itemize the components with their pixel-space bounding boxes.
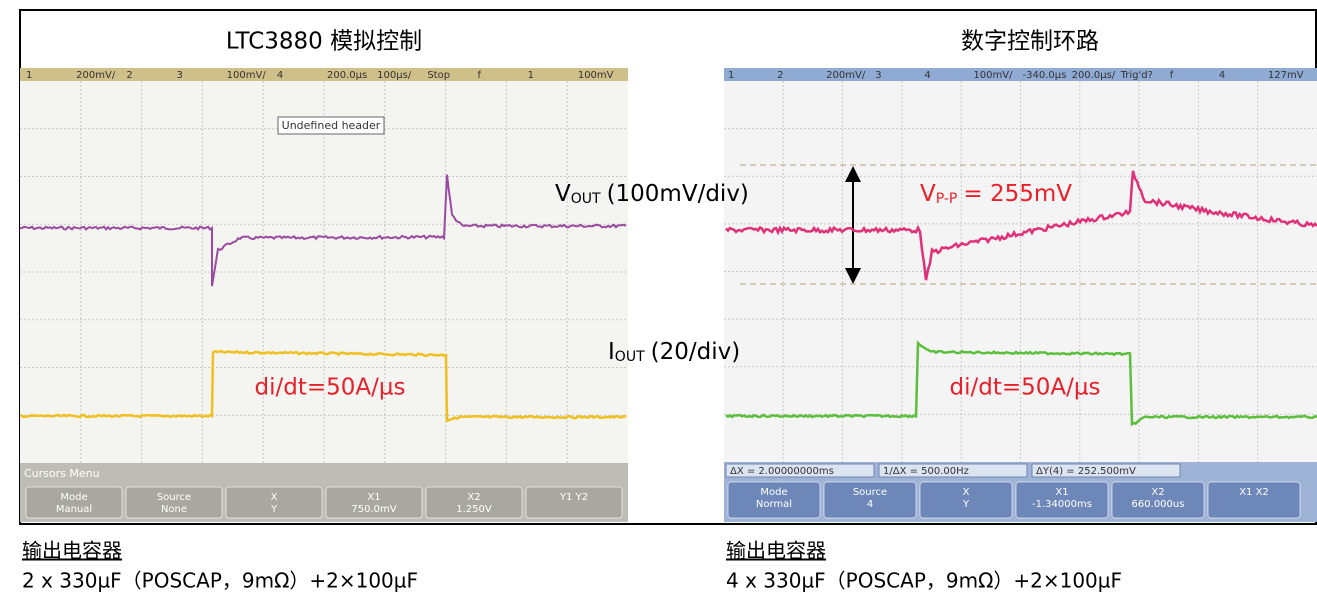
button-label: Y1 Y2 [559,492,588,503]
button-value: Y [962,499,970,510]
right-header-bar [724,68,1317,81]
header-text: 1 [728,70,734,81]
button-value: 660.000us [1132,499,1185,510]
button-value: None [161,504,187,515]
button-label: X1 [1055,487,1068,498]
header-text: 4 [277,70,283,81]
button-label: X2 [1151,487,1164,498]
header-text: 2 [126,70,132,81]
header-text: f [1170,70,1174,81]
button-value: Y [270,504,278,515]
header-text: 127mV [1268,70,1304,81]
button-value: 750.0mV [351,504,396,515]
left-title: LTC3880 模拟控制 [226,29,422,55]
header-text: 4 [1219,70,1225,81]
caption-heading: 输出电容器 [726,539,826,563]
button-label: Mode [760,487,787,498]
header-text: 100µs/ [377,70,412,81]
annotation: di/dt=50A/µs [950,375,1101,401]
button-value: -1.34000ms [1032,499,1092,510]
button-label: X1 [367,492,380,503]
caption-text: 2 x 330µF（POSCAP，9mΩ）+2×100µF [22,569,418,593]
header-text: 3 [177,70,183,81]
button-label: X [271,492,278,503]
button-value: Manual [56,504,92,515]
header-text: 200mV/ [76,70,116,81]
annotation: di/dt=50A/µs [255,375,406,401]
header-text: f [478,70,482,81]
button-value: Normal [756,499,792,510]
button-value: 1.250V [456,504,492,515]
button-label: Mode [60,492,87,503]
header-text: 200.0µs/ [1072,70,1116,81]
readout: 1/ΔX = 500.00Hz [883,466,969,477]
label: Undefined header [282,119,381,132]
header-text: 1 [528,70,534,81]
header-text: 4 [924,70,930,81]
header-text: 200.0µs [327,70,367,81]
figure: LTC3880 模拟控制 数字控制环路 Undefined header di/… [0,0,1317,601]
right-title: 数字控制环路 [961,29,1099,55]
readout: ΔX = 2.00000000ms [730,466,834,477]
button-label: X [963,487,970,498]
button-value: 4 [867,499,873,510]
header-text: 2 [777,70,783,81]
header-text: -340.0µs [1023,70,1067,81]
caption-heading: 输出电容器 [22,539,122,563]
button-label: X2 [467,492,480,503]
caption-text: 4 x 330µF（POSCAP，9mΩ）+2×100µF [726,569,1122,593]
button-label: Source [853,487,887,498]
header-text: 3 [875,70,881,81]
header-text: 200mV/ [826,70,866,81]
header-text: Stop [427,70,450,81]
header-text: 100mV/ [973,70,1013,81]
header-text: 100mV/ [227,70,267,81]
header-text: Trig'd? [1120,70,1153,81]
readout: ΔY(4) = 252.500mV [1036,466,1136,477]
menu-title: Cursors Menu [24,467,100,480]
header-text: 1 [26,70,32,81]
button-label: X1 X2 [1239,487,1269,498]
button-label: Source [157,492,191,503]
header-text: 100mV [578,70,614,81]
